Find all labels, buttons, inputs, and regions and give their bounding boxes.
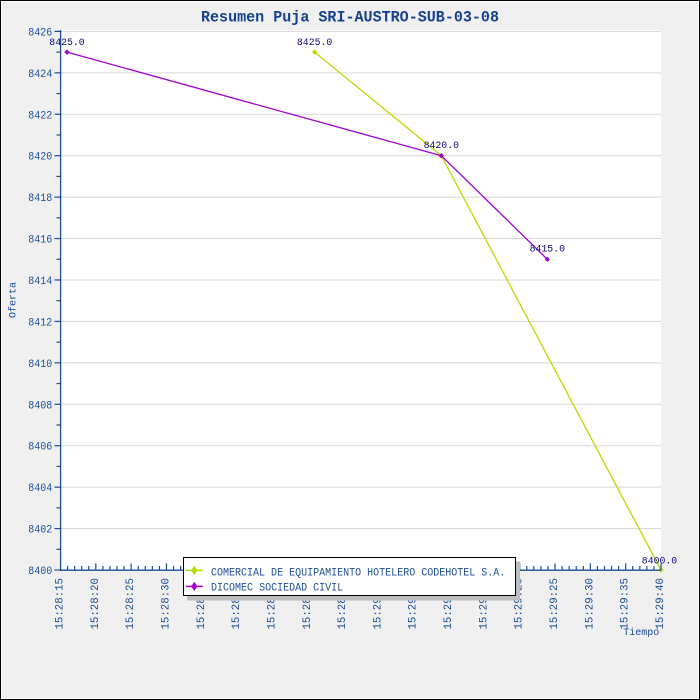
- svg-text:15:29:30: 15:29:30: [584, 578, 596, 630]
- svg-text:15:29:40: 15:29:40: [655, 578, 667, 630]
- svg-text:8408: 8408: [28, 400, 52, 412]
- svg-text:8406: 8406: [28, 442, 52, 454]
- svg-text:COMERCIAL DE EQUIPAMIENTO HOTE: COMERCIAL DE EQUIPAMIENTO HOTELERO CODEH…: [211, 567, 505, 579]
- svg-text:8418: 8418: [28, 193, 52, 205]
- svg-text:8400: 8400: [28, 566, 52, 578]
- svg-text:15:29:35: 15:29:35: [620, 578, 632, 630]
- svg-text:15:28:30: 15:28:30: [160, 578, 172, 630]
- svg-text:8404: 8404: [28, 483, 52, 495]
- svg-text:8420: 8420: [28, 152, 52, 164]
- svg-text:8410: 8410: [28, 359, 52, 371]
- svg-text:15:28:20: 15:28:20: [90, 578, 102, 630]
- svg-text:Oferta: Oferta: [8, 282, 20, 318]
- svg-text:DICOMEC SOCIEDAD CIVIL: DICOMEC SOCIEDAD CIVIL: [211, 582, 343, 594]
- svg-text:8400.0: 8400.0: [642, 556, 677, 568]
- svg-text:8414: 8414: [28, 276, 52, 288]
- svg-text:8425.0: 8425.0: [297, 37, 332, 49]
- svg-text:Resumen Puja SRI-AUSTRO-SUB-03: Resumen Puja SRI-AUSTRO-SUB-03-08: [201, 8, 499, 26]
- svg-text:8422: 8422: [28, 110, 52, 122]
- svg-text:8420.0: 8420.0: [424, 140, 459, 152]
- svg-text:Tiempo: Tiempo: [623, 627, 659, 639]
- svg-text:8402: 8402: [28, 525, 52, 537]
- svg-text:8412: 8412: [28, 317, 52, 329]
- svg-text:15:28:15: 15:28:15: [55, 578, 67, 630]
- svg-text:8426: 8426: [28, 27, 52, 39]
- svg-text:8425.0: 8425.0: [49, 37, 84, 49]
- svg-text:8424: 8424: [28, 69, 52, 81]
- svg-text:15:28:25: 15:28:25: [125, 578, 137, 630]
- svg-text:15:29:25: 15:29:25: [549, 578, 561, 630]
- svg-text:8415.0: 8415.0: [530, 243, 565, 255]
- svg-text:8416: 8416: [28, 235, 52, 247]
